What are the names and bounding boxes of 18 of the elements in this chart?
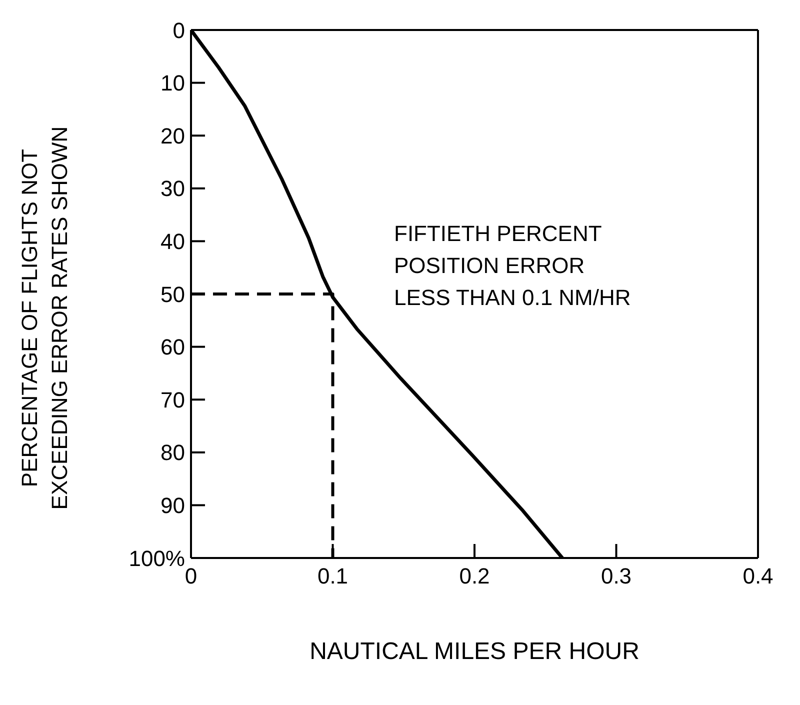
- y-tick-label: 30: [160, 176, 185, 202]
- y-tick-label: 20: [160, 123, 185, 148]
- annotation: FIFTIETH PERCENT POSITION ERROR LESS THAN 0.1 NM/HR: [394, 220, 631, 312]
- x-tick-label: 0.2: [459, 564, 490, 589]
- x-tick-label: 0.4: [742, 564, 774, 589]
- y-tick-label: 90: [160, 493, 185, 518]
- y-tick-label: 60: [160, 334, 185, 360]
- x-tick-label: 0.3: [600, 564, 632, 589]
- y-axis-title: PERCENTAGE OF FLIGHTS NOT EXCEEDING ERROR RATES SHOWN: [16, 126, 73, 510]
- x-tick-label: 0.1: [317, 564, 348, 589]
- y-tick-label: 0: [172, 18, 185, 43]
- y-tick-label: 70: [160, 387, 185, 412]
- y-tick-label: 100%: [128, 546, 185, 571]
- y-tick-label: 40: [160, 229, 185, 254]
- y-tick-label: 80: [160, 440, 185, 466]
- y-tick-label: 10: [160, 70, 185, 96]
- x-axis-title: NAUTICAL MILES PER HOUR: [308, 638, 640, 666]
- y-tick-label: 50: [160, 282, 185, 307]
